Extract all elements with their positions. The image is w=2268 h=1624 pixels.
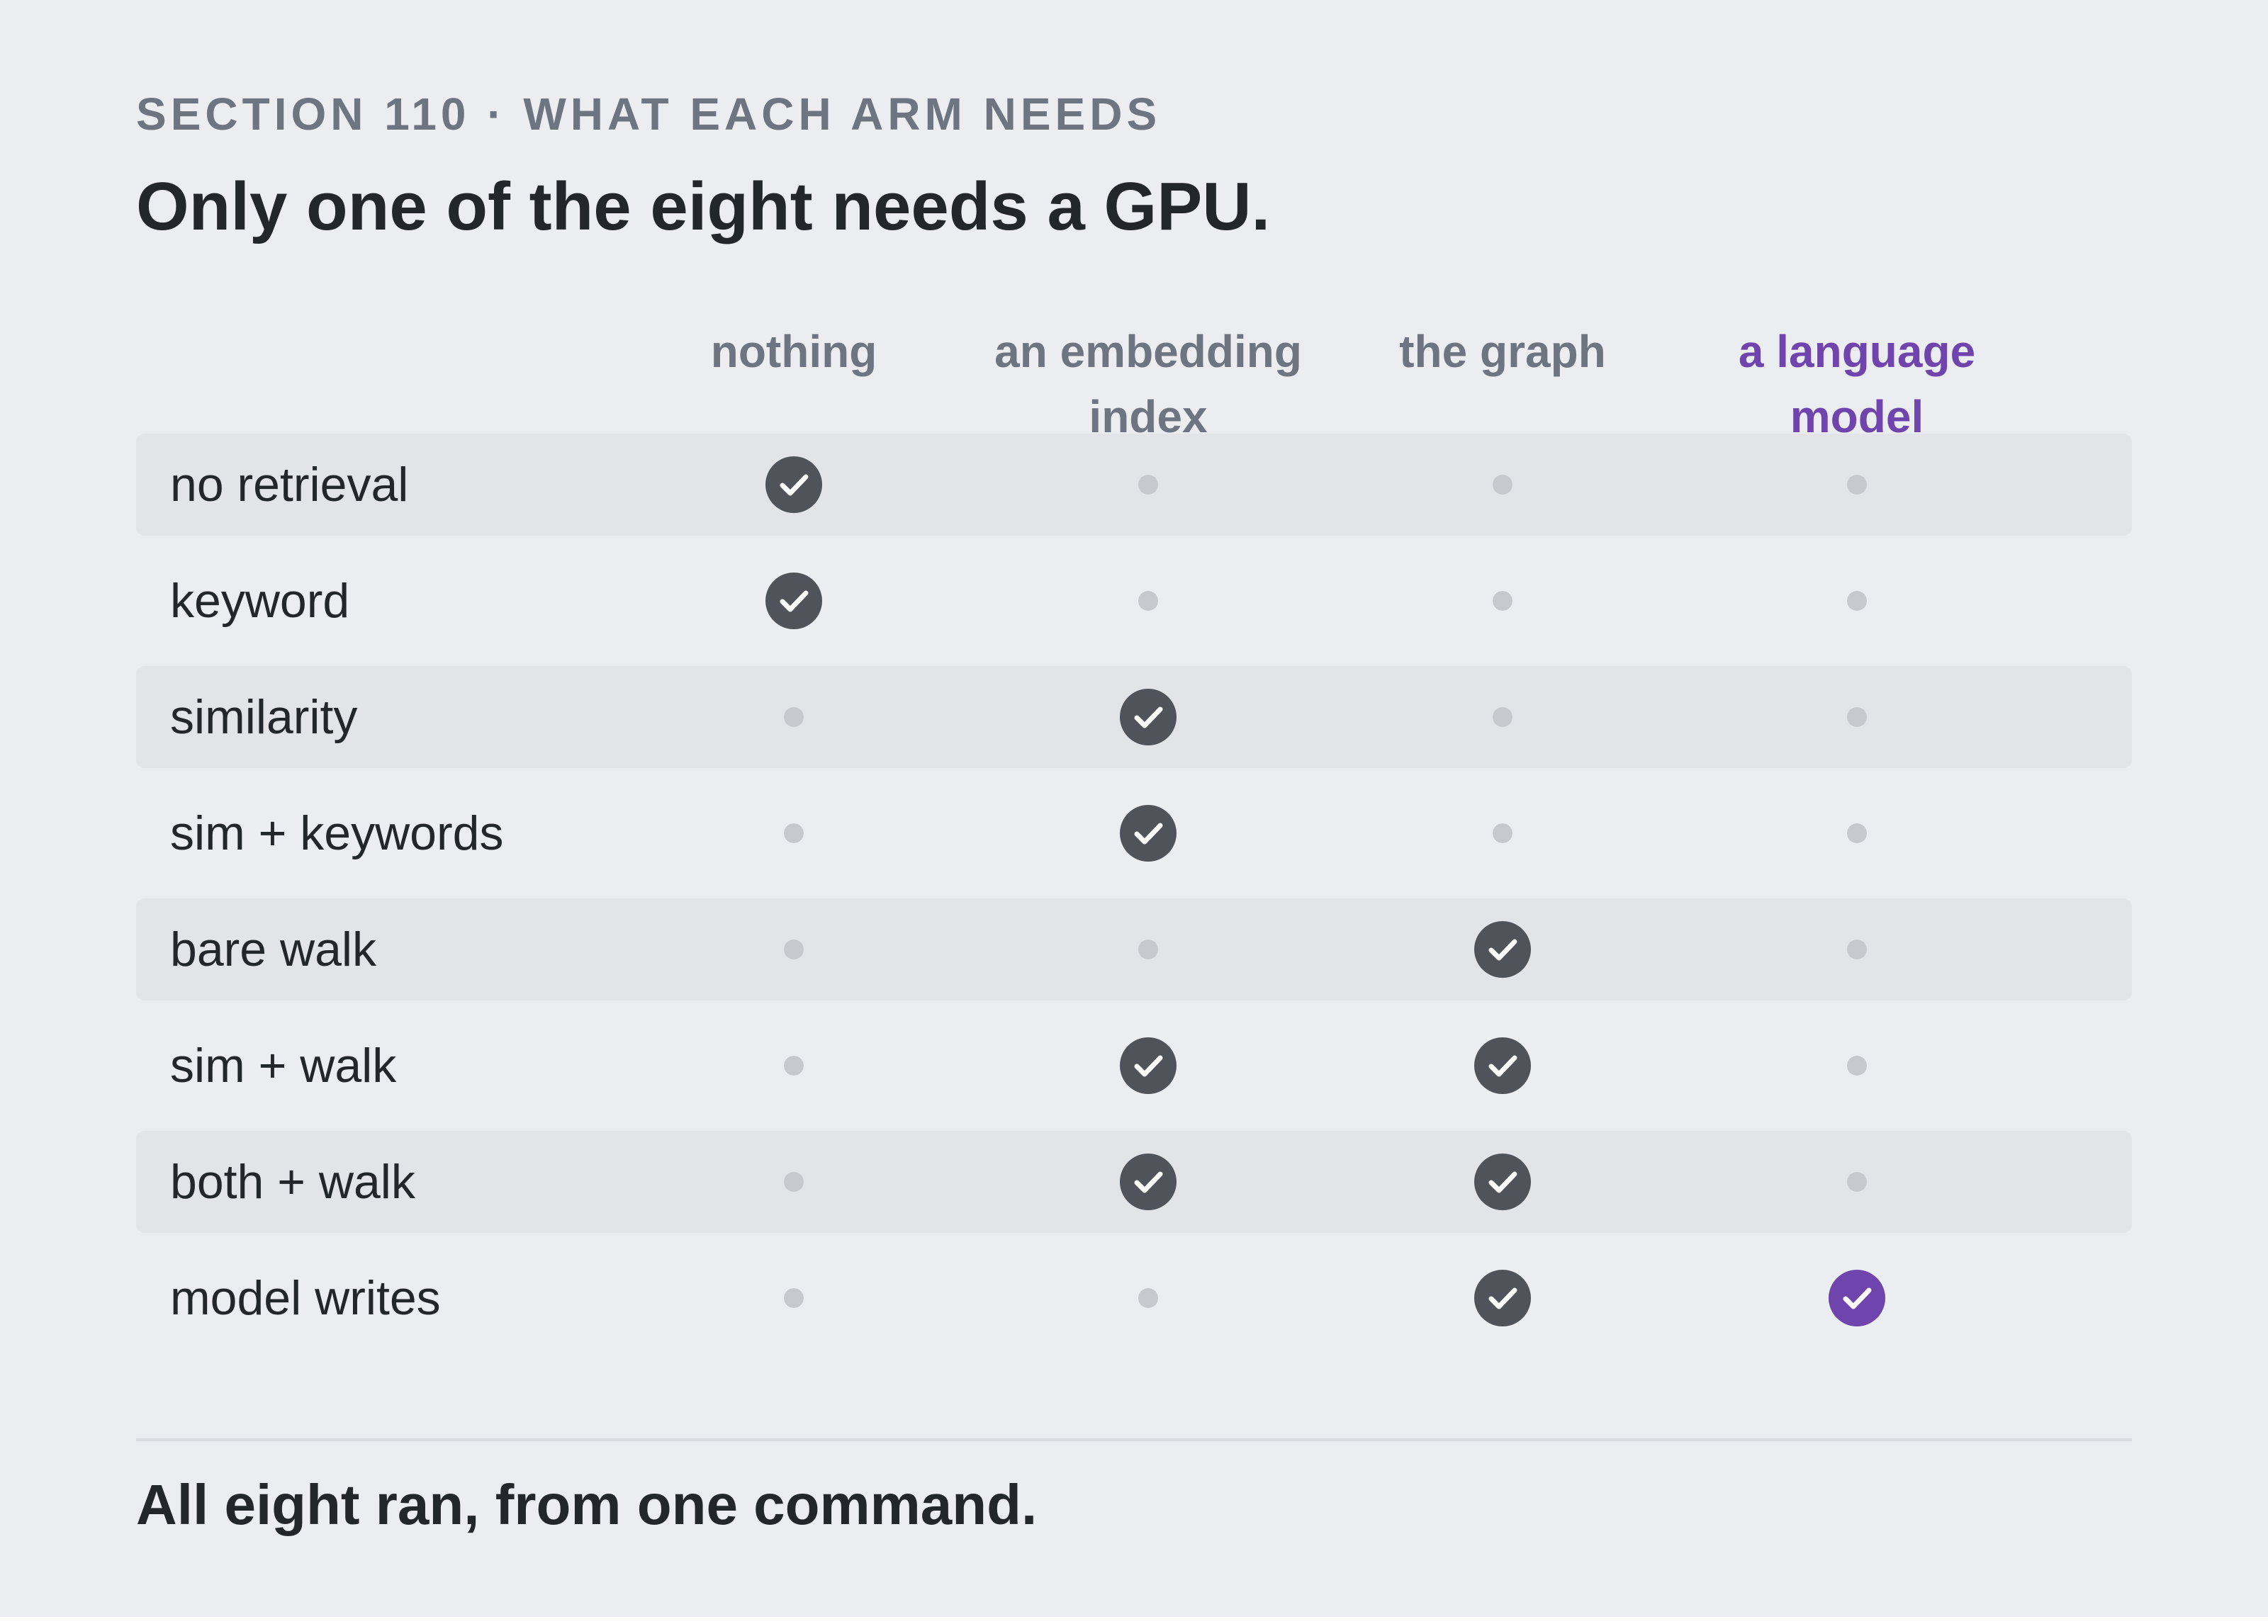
check-circle-icon bbox=[765, 456, 822, 513]
table-row: model writes bbox=[136, 1247, 2132, 1349]
row-label: model writes bbox=[170, 1271, 441, 1325]
dot-icon bbox=[1138, 940, 1158, 959]
check-circle-icon bbox=[1474, 1270, 1531, 1326]
check-circle-icon bbox=[1120, 805, 1177, 862]
table-row: sim + walk bbox=[136, 1015, 2132, 1117]
footer-note: All eight ran, from one command. bbox=[136, 1473, 1038, 1536]
dot-icon bbox=[1847, 707, 1867, 727]
dot-icon bbox=[784, 1288, 804, 1308]
row-label: similarity bbox=[170, 690, 358, 744]
dot-icon bbox=[1847, 823, 1867, 843]
dot-icon bbox=[784, 1172, 804, 1192]
row-label: sim + walk bbox=[170, 1039, 397, 1093]
dot-icon bbox=[784, 707, 804, 727]
dot-icon bbox=[784, 940, 804, 959]
row-label: bare walk bbox=[170, 923, 377, 976]
table-row: both + walk bbox=[136, 1131, 2132, 1233]
check-circle-icon bbox=[1474, 1154, 1531, 1210]
dot-icon bbox=[1847, 591, 1867, 611]
row-label: both + walk bbox=[170, 1155, 415, 1209]
dot-icon bbox=[1847, 475, 1867, 495]
row-label: no retrieval bbox=[170, 458, 409, 512]
dot-icon bbox=[1493, 591, 1512, 611]
row-label: keyword bbox=[170, 574, 350, 628]
dot-icon bbox=[1493, 823, 1512, 843]
check-circle-icon bbox=[1120, 689, 1177, 745]
dot-icon bbox=[1847, 1172, 1867, 1192]
dot-icon bbox=[1493, 707, 1512, 727]
dot-icon bbox=[1847, 1056, 1867, 1076]
divider bbox=[136, 1438, 2132, 1441]
check-circle-icon bbox=[1474, 921, 1531, 978]
check-circle-icon bbox=[1120, 1154, 1177, 1210]
table-row: sim + keywords bbox=[136, 782, 2132, 884]
dot-icon bbox=[1138, 475, 1158, 495]
row-label: sim + keywords bbox=[170, 806, 504, 860]
column-header-graph: the graph bbox=[1399, 326, 1606, 377]
column-header-nothing: nothing bbox=[710, 326, 877, 377]
page-title: Only one of the eight needs a GPU. bbox=[136, 169, 1271, 244]
dot-icon bbox=[1493, 475, 1512, 495]
section-label: SECTION 110 · WHAT EACH ARM NEEDS bbox=[136, 89, 1162, 140]
check-circle-icon bbox=[1829, 1270, 1885, 1326]
dot-icon bbox=[784, 1056, 804, 1076]
table-row: similarity bbox=[136, 666, 2132, 768]
dot-icon bbox=[1138, 591, 1158, 611]
column-header-embedding-index: an embedding index bbox=[994, 326, 1302, 442]
table-row: no retrieval bbox=[136, 434, 2132, 536]
table-row: bare walk bbox=[136, 898, 2132, 1000]
dot-icon bbox=[784, 823, 804, 843]
dot-icon bbox=[1138, 1288, 1158, 1308]
table-row: keyword bbox=[136, 550, 2132, 652]
dot-icon bbox=[1847, 940, 1867, 959]
check-circle-icon bbox=[1120, 1037, 1177, 1094]
column-header-language-model: a language model bbox=[1738, 326, 1976, 442]
check-circle-icon bbox=[765, 573, 822, 629]
check-circle-icon bbox=[1474, 1037, 1531, 1094]
